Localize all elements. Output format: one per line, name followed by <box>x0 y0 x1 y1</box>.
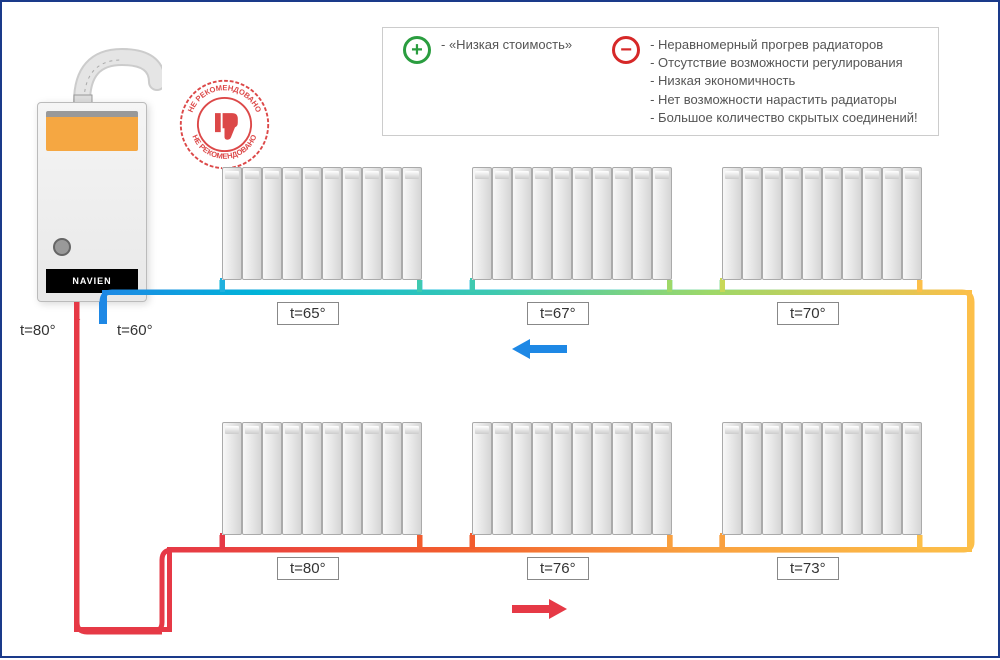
radiator-section <box>632 167 652 280</box>
radiator-section <box>632 422 652 535</box>
radiator-1 <box>222 167 422 280</box>
supply-flow-arrow <box>512 597 567 626</box>
temp-r3: t=70° <box>777 302 839 325</box>
supply-temp: t=80° <box>20 322 56 339</box>
boiler-brand: NAVIEN <box>46 269 138 293</box>
radiator-section <box>322 422 342 535</box>
radiator-section <box>782 422 802 535</box>
boiler-knob <box>53 238 71 256</box>
return-flow-arrow <box>512 337 567 366</box>
radiator-section <box>802 167 822 280</box>
cons-column: − Неравномерный прогрев радиаторов Отсут… <box>612 36 918 127</box>
temp-r4: t=80° <box>277 557 339 580</box>
radiator-section <box>592 167 612 280</box>
radiator-section <box>382 422 402 535</box>
minus-icon: − <box>612 36 640 64</box>
flue-pipe <box>72 47 162 107</box>
pros-list: «Низкая стоимость» <box>441 36 572 54</box>
radiator-section <box>512 422 532 535</box>
radiator-section <box>222 422 242 535</box>
radiator-section <box>342 167 362 280</box>
con-item: Большое количество скрытых соединений! <box>650 109 918 127</box>
radiator-section <box>532 167 552 280</box>
radiator-4 <box>222 422 422 535</box>
boiler: NAVIEN <box>37 102 147 302</box>
radiator-section <box>262 422 282 535</box>
radiator-section <box>882 167 902 280</box>
return-arrow-icon: ↑ <box>98 302 109 328</box>
radiator-section <box>282 422 302 535</box>
radiator-section <box>822 422 842 535</box>
supply-arrow-icon: ↓ <box>72 302 83 328</box>
radiator-section <box>612 167 632 280</box>
temp-r1: t=65° <box>277 302 339 325</box>
radiator-6 <box>722 422 922 535</box>
radiator-section <box>592 422 612 535</box>
return-temp: t=60° <box>117 322 153 339</box>
radiator-section <box>472 167 492 280</box>
radiator-section <box>342 422 362 535</box>
temp-r6: t=73° <box>777 557 839 580</box>
radiator-section <box>552 167 572 280</box>
radiator-section <box>322 167 342 280</box>
radiator-section <box>782 167 802 280</box>
radiator-section <box>492 167 512 280</box>
radiator-section <box>572 422 592 535</box>
temp-r2: t=67° <box>527 302 589 325</box>
radiator-section <box>902 167 922 280</box>
con-item: Отсутствие возможности регулирования <box>650 54 918 72</box>
radiator-section <box>842 422 862 535</box>
pro-item: «Низкая стоимость» <box>441 36 572 54</box>
radiator-section <box>742 167 762 280</box>
radiator-section <box>722 167 742 280</box>
radiator-section <box>762 167 782 280</box>
radiator-section <box>472 422 492 535</box>
radiator-section <box>242 422 262 535</box>
radiator-section <box>862 167 882 280</box>
radiator-2 <box>472 167 672 280</box>
temp-r5: t=76° <box>527 557 589 580</box>
radiator-section <box>512 167 532 280</box>
radiator-3 <box>722 167 922 280</box>
radiator-section <box>302 167 322 280</box>
radiator-section <box>802 422 822 535</box>
radiator-section <box>402 167 422 280</box>
radiator-section <box>572 167 592 280</box>
radiator-section <box>532 422 552 535</box>
radiator-section <box>552 422 572 535</box>
radiator-section <box>652 167 672 280</box>
radiator-section <box>612 422 632 535</box>
radiator-section <box>762 422 782 535</box>
not-recommended-stamp: НЕ РЕКОМЕНДОВАНО НЕ РЕКОМЕНДОВАНО <box>177 77 272 172</box>
con-item: Низкая экономичность <box>650 72 918 90</box>
con-item: Неравномерный прогрев радиаторов <box>650 36 918 54</box>
radiator-section <box>242 167 262 280</box>
boiler-panel <box>46 111 138 151</box>
radiator-section <box>842 167 862 280</box>
radiator-section <box>362 422 382 535</box>
radiator-section <box>902 422 922 535</box>
radiator-section <box>382 167 402 280</box>
pros-column: + «Низкая стоимость» <box>403 36 572 127</box>
radiator-section <box>652 422 672 535</box>
radiator-5 <box>472 422 672 535</box>
radiator-section <box>882 422 902 535</box>
radiator-section <box>262 167 282 280</box>
radiator-section <box>722 422 742 535</box>
legend-box: + «Низкая стоимость» − Неравномерный про… <box>382 27 939 136</box>
radiator-section <box>402 422 422 535</box>
radiator-section <box>222 167 242 280</box>
radiator-section <box>362 167 382 280</box>
con-item: Нет возможности нарастить радиаторы <box>650 91 918 109</box>
radiator-section <box>302 422 322 535</box>
radiator-section <box>862 422 882 535</box>
radiator-section <box>282 167 302 280</box>
cons-list: Неравномерный прогрев радиаторов Отсутст… <box>650 36 918 127</box>
radiator-section <box>742 422 762 535</box>
radiator-section <box>822 167 842 280</box>
plus-icon: + <box>403 36 431 64</box>
radiator-section <box>492 422 512 535</box>
